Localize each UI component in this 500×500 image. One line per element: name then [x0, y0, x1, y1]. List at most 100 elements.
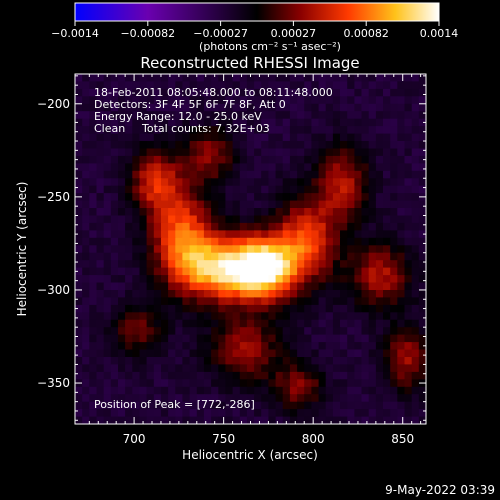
heatmap-cell [297, 282, 305, 291]
heatmap-cell [311, 260, 320, 269]
heatmap-cell [282, 290, 291, 299]
heatmap-cell [82, 245, 90, 254]
heatmap-cell [340, 141, 348, 150]
heatmap-cell [182, 88, 191, 97]
heatmap-cell [375, 297, 384, 306]
heatmap-cell [289, 208, 298, 217]
heatmap-cell [289, 334, 298, 343]
heatmap-cell [368, 327, 377, 336]
heatmap-cell [182, 252, 191, 261]
heatmap-cell [110, 304, 119, 313]
heatmap-cell [311, 163, 320, 172]
heatmap-cell [161, 88, 169, 97]
heatmap-cell [404, 416, 413, 424]
heatmap-cell [404, 394, 413, 403]
heatmap-cell [197, 424, 205, 432]
heatmap-cell [418, 96, 426, 105]
heatmap-cell [375, 111, 384, 120]
heatmap-cell [340, 133, 348, 142]
heatmap-cell [89, 327, 98, 336]
heatmap-cell [139, 371, 148, 380]
heatmap-cell [404, 170, 413, 179]
heatmap-cell [82, 178, 90, 187]
heatmap-cell [168, 379, 176, 388]
heatmap-cell [325, 297, 334, 306]
heatmap-cell [268, 371, 277, 380]
heatmap-cell [368, 409, 377, 418]
heatmap-cell [418, 371, 426, 380]
heatmap-cell [261, 424, 269, 432]
heatmap-cell [203, 178, 212, 187]
heatmap-cell [411, 148, 420, 157]
heatmap-cell [254, 81, 262, 90]
heatmap-cell [168, 252, 176, 261]
heatmap-cell [175, 342, 184, 351]
heatmap-cell [426, 387, 434, 395]
heatmap-cell [125, 327, 133, 336]
heatmap-cell [218, 342, 227, 351]
heatmap-cell [261, 118, 269, 127]
heatmap-cell [146, 88, 155, 97]
heatmap-cell [325, 290, 334, 299]
heatmap-cell [368, 155, 377, 164]
heatmap-cell [368, 386, 377, 395]
heatmap-cell [261, 185, 269, 194]
heatmap-cell [82, 424, 90, 432]
heatmap-cell [390, 357, 398, 366]
heatmap-cell [318, 208, 327, 217]
heatmap-cell [82, 103, 90, 112]
heatmap-cell [153, 163, 162, 172]
heatmap-cell [225, 409, 234, 418]
heatmap-cell [168, 81, 176, 90]
heatmap-cell [211, 222, 219, 231]
heatmap-cell [361, 222, 370, 231]
heatmap-cell [161, 103, 169, 112]
heatmap-cell [418, 200, 426, 209]
heatmap-cell [182, 81, 191, 90]
heatmap-cell [89, 290, 98, 299]
heatmap-cell [418, 215, 426, 224]
heatmap-cell [311, 275, 320, 284]
heatmap-cell [426, 104, 434, 112]
y-axis-label: Heliocentric Y (arcsec) [15, 182, 29, 317]
heatmap-cell [361, 118, 370, 127]
heatmap-cell [175, 334, 184, 343]
heatmap-cell [175, 252, 184, 261]
heatmap-cell [426, 372, 434, 380]
heatmap-cell [383, 282, 391, 291]
heatmap-cell [96, 133, 105, 142]
heatmap-cell [246, 245, 255, 254]
heatmap-cell [261, 81, 269, 90]
heatmap-cell [239, 133, 248, 142]
heatmap-cell [203, 96, 212, 105]
heatmap-cell [218, 88, 227, 97]
heatmap-cell [318, 245, 327, 254]
heatmap-cell [103, 252, 112, 261]
heatmap-cell [175, 215, 184, 224]
heatmap-cell [110, 88, 119, 97]
heatmap-cell [361, 290, 370, 299]
heatmap-cell [254, 193, 262, 202]
heatmap-cell [211, 304, 219, 313]
heatmap-cell [168, 193, 176, 202]
heatmap-cell [268, 208, 277, 217]
heatmap-cell [196, 304, 205, 313]
heatmap-cell [125, 193, 133, 202]
heatmap-cell [383, 260, 391, 269]
heatmap-cell [232, 141, 241, 150]
heatmap-cell [275, 230, 284, 239]
heatmap-cell [275, 208, 284, 217]
heatmap-cell [282, 96, 291, 105]
heatmap-cell [161, 282, 169, 291]
heatmap-cell [368, 334, 377, 343]
heatmap-cell [139, 222, 148, 231]
heatmap-cell [268, 96, 277, 105]
heatmap-cell [275, 327, 284, 336]
heatmap-cell [304, 230, 312, 239]
heatmap-cell [332, 304, 341, 313]
heatmap-cell [254, 342, 262, 351]
heatmap-cell [332, 401, 341, 410]
heatmap-cell [203, 163, 212, 172]
heatmap-cell [246, 208, 255, 217]
heatmap-cell [411, 133, 420, 142]
